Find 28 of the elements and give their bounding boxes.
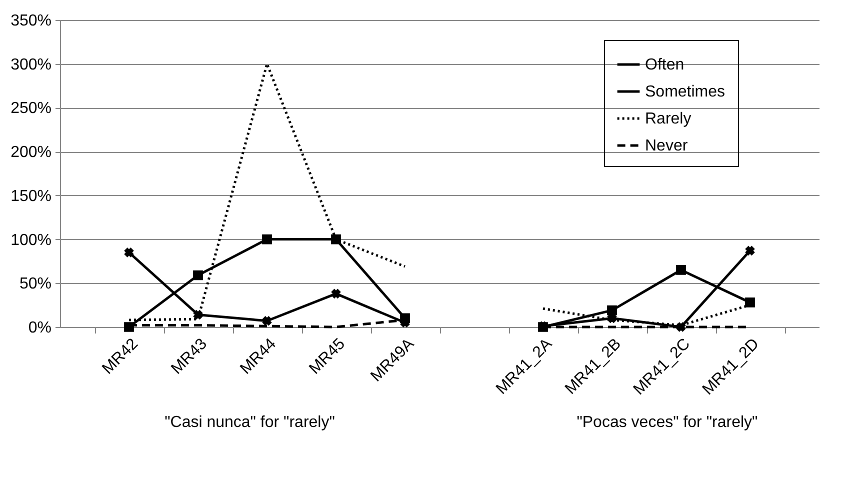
point — [745, 298, 755, 308]
y-tick-label: 250% — [10, 100, 52, 118]
legend-label: Rarely — [645, 110, 692, 128]
point — [262, 316, 272, 326]
y-tick-label: 300% — [10, 56, 52, 74]
legend-label: Sometimes — [645, 84, 726, 100]
point — [193, 310, 203, 320]
legend-label: Never — [645, 138, 688, 154]
point — [331, 289, 341, 298]
point — [331, 234, 341, 244]
point — [676, 265, 686, 275]
y-tick-label: 100% — [10, 232, 52, 249]
point — [193, 270, 203, 280]
y-tick-label: 350% — [10, 12, 52, 30]
point — [124, 322, 134, 332]
y-tick-label: 0% — [28, 320, 52, 336]
text: "Casi nunca" for "rarely" — [164, 414, 335, 431]
point — [745, 246, 755, 256]
y-tick-label: 50% — [19, 276, 52, 293]
point — [676, 322, 686, 332]
y-tick-label: 200% — [10, 144, 52, 162]
legend-label: Often — [645, 56, 684, 74]
point — [607, 305, 617, 316]
point — [262, 234, 272, 244]
point — [607, 314, 617, 323]
point — [124, 248, 134, 258]
text: "Pocas veces" for "rarely" — [576, 414, 758, 431]
y-tick-label: 150% — [10, 188, 52, 205]
